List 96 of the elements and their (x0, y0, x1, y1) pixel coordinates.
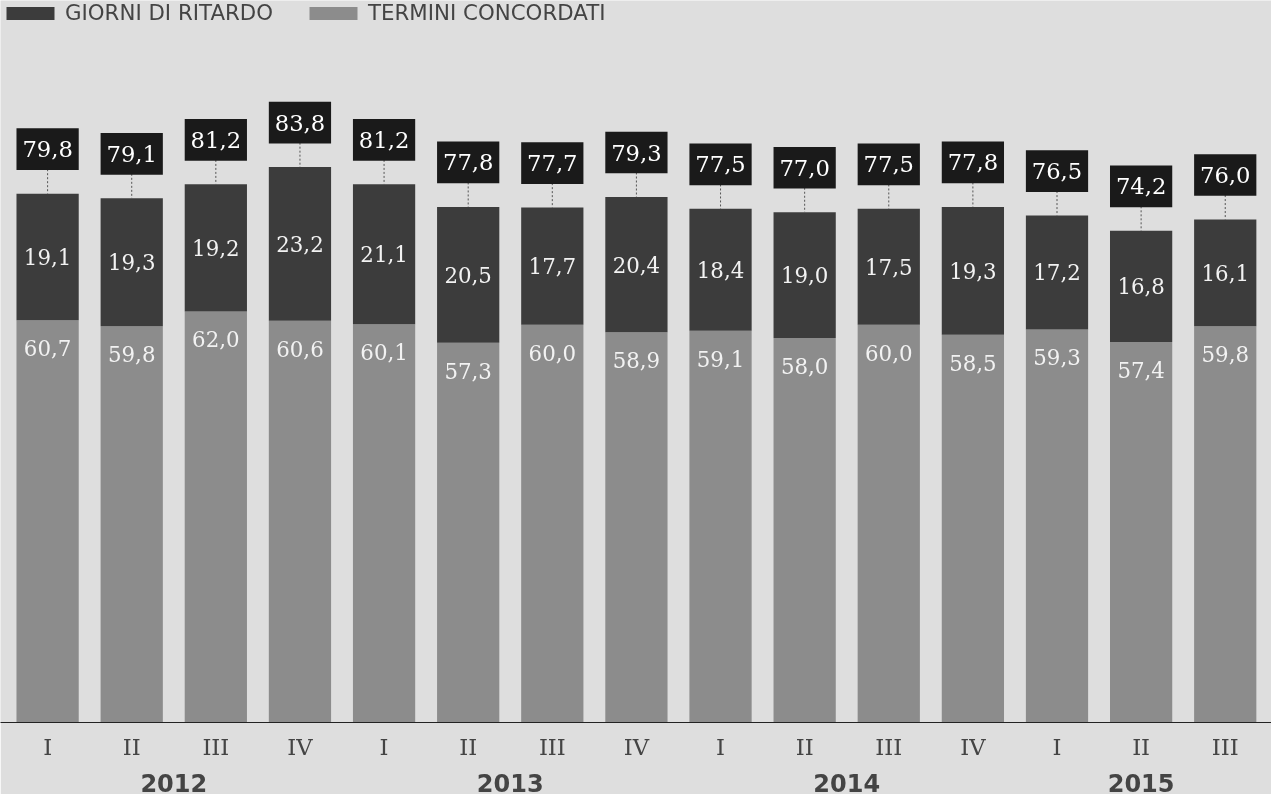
total-label: 83,8 (274, 109, 326, 136)
total-label: 81,2 (358, 126, 410, 153)
x-tick-label: III (1211, 733, 1239, 760)
data-label: 60,6 (276, 336, 324, 362)
data-label: 20,5 (444, 262, 492, 288)
bar (16, 320, 79, 723)
total-label: 79,8 (22, 136, 73, 163)
data-label: 21,1 (360, 242, 408, 268)
data-label: 58,9 (612, 347, 661, 373)
data-label: 19,1 (23, 244, 72, 270)
bar (689, 208, 752, 331)
total-label: 74,2 (1115, 173, 1167, 200)
data-label: 62,0 (192, 327, 240, 353)
data-label: 17,2 (1033, 260, 1081, 286)
text: 2014 (813, 769, 881, 794)
bar (268, 167, 332, 321)
x-tick-label: III (202, 733, 230, 760)
data-label: 58,5 (949, 350, 997, 376)
legend-label: TERMINI CONCORDATI (368, 0, 606, 25)
bar (184, 184, 247, 312)
bar (437, 206, 500, 343)
data-label: 58,0 (780, 353, 829, 379)
x-tick-label: I (1052, 733, 1062, 760)
data-label: 19,0 (780, 263, 829, 289)
data-label: 60,1 (360, 339, 408, 365)
bar (16, 193, 79, 321)
bar (773, 338, 836, 723)
legend-label: GIORNI DI RITARDO (65, 0, 274, 25)
data-label: 19,3 (949, 258, 997, 284)
bar (605, 196, 668, 333)
bar (857, 208, 920, 325)
data-label: 57,3 (444, 358, 492, 384)
x-tick-label: III (875, 733, 903, 760)
bar (941, 334, 1005, 723)
total-label: 77,5 (863, 151, 914, 178)
x-tick-label: II (1132, 733, 1151, 760)
data-label: 23,2 (276, 231, 324, 257)
bar (941, 206, 1005, 335)
total-label: 77,8 (442, 149, 494, 176)
bar (773, 212, 836, 339)
total-label: 77,8 (947, 149, 999, 176)
bar (1025, 215, 1089, 330)
total-label: 79,3 (611, 139, 662, 166)
bar (437, 342, 500, 723)
x-tick-label: III (538, 733, 566, 760)
bar (521, 324, 584, 723)
bar (605, 332, 668, 723)
x-tick-label: I (716, 733, 726, 760)
bar (1110, 342, 1173, 723)
x-tick-label: IV (623, 733, 650, 760)
bar (1025, 329, 1089, 723)
x-tick-label: II (459, 733, 478, 760)
data-label: 59,8 (1201, 341, 1249, 367)
total-label: 77,7 (527, 150, 578, 177)
data-label: 16,1 (1201, 260, 1249, 286)
data-label: 20,4 (612, 252, 661, 278)
total-label: 77,5 (695, 151, 746, 178)
bar (184, 311, 247, 723)
bar (352, 324, 416, 723)
data-label: 59,1 (696, 346, 745, 372)
x-tick-label: IV (287, 733, 314, 760)
data-label: 19,2 (192, 235, 240, 261)
data-label: 59,3 (1033, 345, 1081, 371)
data-label: 60,0 (865, 340, 913, 366)
bar (268, 320, 332, 723)
x-tick-label: I (43, 733, 53, 760)
data-label: 18,4 (696, 257, 745, 283)
bar (352, 184, 416, 325)
bar (1194, 219, 1257, 327)
x-tick-label: IV (960, 733, 987, 760)
data-label: 17,5 (865, 254, 913, 280)
data-label: 17,7 (528, 254, 577, 280)
bar (1194, 326, 1257, 723)
total-label: 77,0 (779, 154, 830, 181)
data-label: 19,3 (107, 250, 156, 276)
text: 2013 (476, 769, 544, 794)
data-label: 60,0 (528, 340, 577, 366)
data-label: 60,7 (23, 335, 72, 361)
total-label: 79,1 (106, 140, 157, 167)
bar (1110, 230, 1173, 343)
text: 2012 (140, 769, 208, 794)
text: 2015 (1107, 769, 1175, 794)
bar (100, 198, 163, 327)
bar (521, 207, 584, 325)
total-label: 76,5 (1031, 158, 1083, 185)
data-label: 59,8 (107, 341, 156, 367)
x-tick-label: I (379, 733, 389, 760)
total-label: 76,0 (1200, 162, 1251, 189)
bar (689, 330, 752, 723)
data-label: 16,8 (1117, 274, 1165, 300)
bar (857, 324, 920, 723)
x-tick-label: II (122, 733, 141, 760)
data-label: 57,4 (1117, 357, 1165, 383)
total-label: 81,2 (190, 126, 242, 153)
x-tick-label: II (795, 733, 814, 760)
bar (100, 326, 163, 723)
